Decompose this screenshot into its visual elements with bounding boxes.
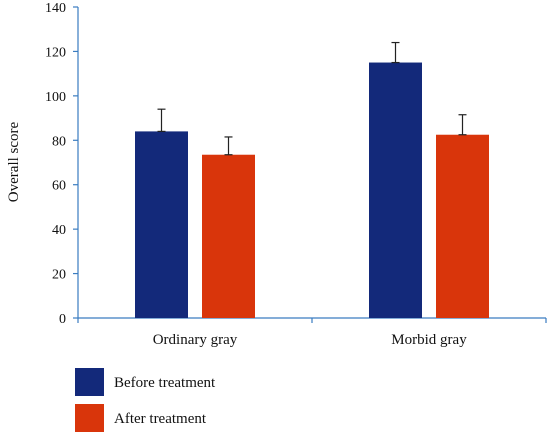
y-tick-label: 0	[59, 312, 66, 327]
y-tick-label: 20	[52, 268, 66, 283]
bar	[135, 131, 188, 318]
legend-swatch	[75, 368, 104, 396]
x-axis: Ordinary gray Morbid gray	[77, 317, 547, 348]
bar	[202, 154, 255, 318]
bar	[436, 134, 489, 318]
x-category-label: Morbid gray	[391, 332, 467, 348]
y-tick-label: 140	[45, 1, 66, 16]
legend: Before treatment After treatment	[75, 368, 216, 432]
legend-swatch	[75, 404, 104, 432]
y-axis-title: Overall score	[6, 121, 22, 202]
y-tick-label: 80	[52, 134, 66, 149]
y-tick-label: 100	[45, 90, 66, 105]
y-axis: 0 20 40 60 80 100 120 140	[45, 1, 79, 327]
y-tick-label: 60	[52, 179, 66, 194]
bars	[135, 41, 489, 319]
legend-label: Before treatment	[114, 375, 216, 391]
x-category-label: Ordinary gray	[153, 332, 238, 348]
y-tick-label: 40	[52, 223, 66, 238]
legend-label: After treatment	[114, 411, 207, 427]
y-tick-label: 120	[45, 45, 66, 60]
bar	[369, 62, 422, 319]
